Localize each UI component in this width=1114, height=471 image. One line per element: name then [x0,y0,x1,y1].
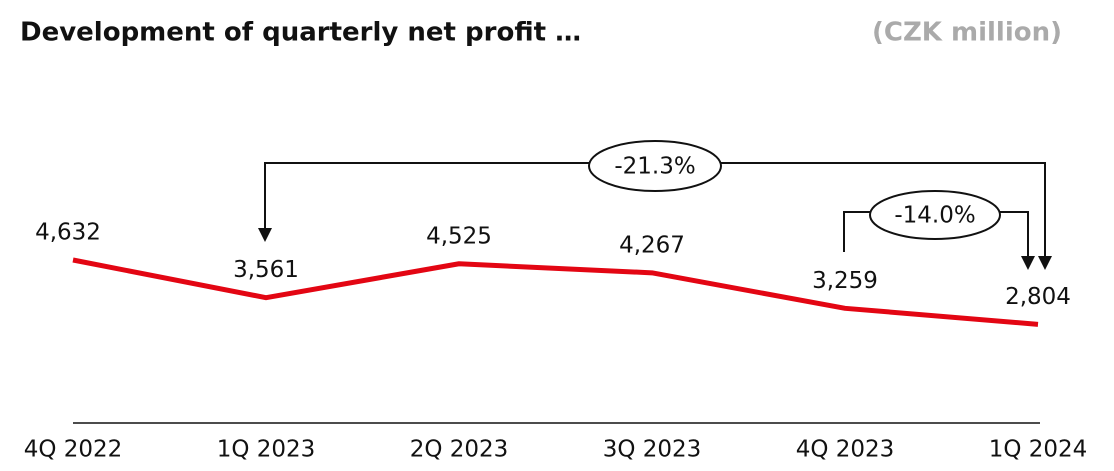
x-tick-label: 4Q 2023 [796,437,895,463]
data-label: 3,561 [233,257,299,283]
x-tick-label: 1Q 2023 [217,437,316,463]
chart-subtitle: (CZK million) [872,18,1062,48]
x-tick-label: 1Q 2024 [989,437,1088,463]
data-label: 3,259 [812,268,878,294]
x-tick-label: 4Q 2022 [24,437,123,463]
annotation: -14.0% [894,203,975,229]
chart-title: Development of quarterly net profit … [20,18,581,48]
data-label: 4,525 [426,223,492,249]
x-tick-label: 3Q 2023 [603,437,702,463]
data-label: 4,632 [35,220,101,246]
data-label: 4,267 [619,232,685,258]
annotation: -21.3% [614,154,695,180]
bracket-small: -14.0% [843,190,1035,270]
line-series [72,257,1039,327]
bracket-large: -21.3% [258,140,1052,270]
x-tick-label: 2Q 2023 [410,437,509,463]
data-label: 2,804 [1005,284,1071,310]
